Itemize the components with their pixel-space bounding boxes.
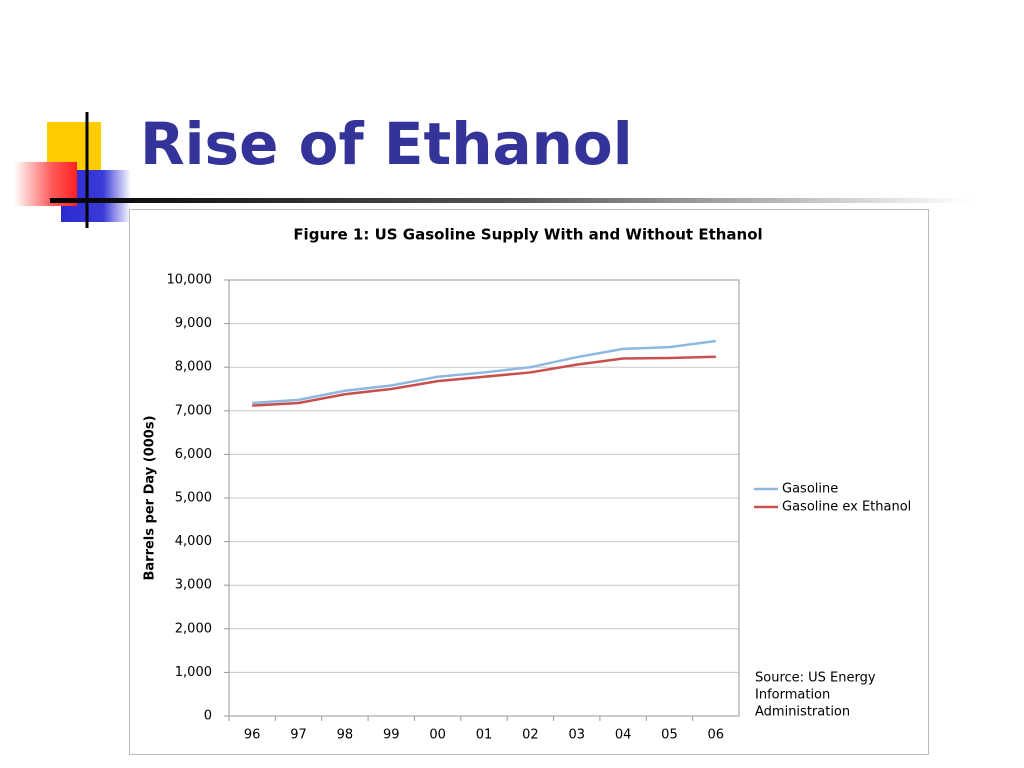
x-tick-label: 97 [290, 728, 307, 743]
y-tick-label: 3,000 [175, 578, 212, 593]
x-tick-label: 96 [244, 728, 261, 743]
y-tick-label: 4,000 [175, 534, 212, 549]
y-tick-label: 7,000 [175, 403, 212, 418]
y-tick-label: 10,000 [167, 273, 213, 288]
x-tick-label: 02 [522, 728, 539, 743]
source-note: Source: US Energy [755, 671, 876, 686]
y-tick-label: 5,000 [175, 491, 212, 506]
legend-label: Gasoline [782, 482, 838, 497]
y-tick-label: 2,000 [175, 621, 212, 636]
x-tick-label: 99 [383, 728, 400, 743]
plot-border [228, 279, 740, 717]
y-tick-label: 6,000 [175, 447, 212, 462]
y-axis-label: Barrels per Day (000s) [143, 415, 158, 580]
chart-title: Figure 1: US Gasoline Supply With and Wi… [293, 226, 762, 244]
y-tick-label: 1,000 [175, 665, 212, 680]
series-line [252, 339, 716, 405]
series-line [252, 355, 716, 407]
x-tick-label: 04 [615, 728, 632, 743]
x-tick-label: 03 [568, 728, 585, 743]
y-tick-label: 9,000 [175, 316, 212, 331]
source-note: Administration [755, 705, 850, 720]
slide-title: Rise of Ethanol [140, 110, 633, 178]
x-tick-label: 06 [708, 728, 725, 743]
deco-hline [50, 198, 970, 203]
source-note: Information [755, 688, 830, 703]
legend-label: Gasoline ex Ethanol [782, 500, 911, 515]
x-tick-label: 00 [429, 728, 446, 743]
y-tick-label: 8,000 [175, 360, 212, 375]
x-tick-label: 05 [661, 728, 678, 743]
chart-frame [129, 209, 929, 755]
x-tick-label: 01 [476, 728, 493, 743]
x-tick-label: 98 [337, 728, 354, 743]
y-tick-label: 0 [204, 709, 212, 724]
